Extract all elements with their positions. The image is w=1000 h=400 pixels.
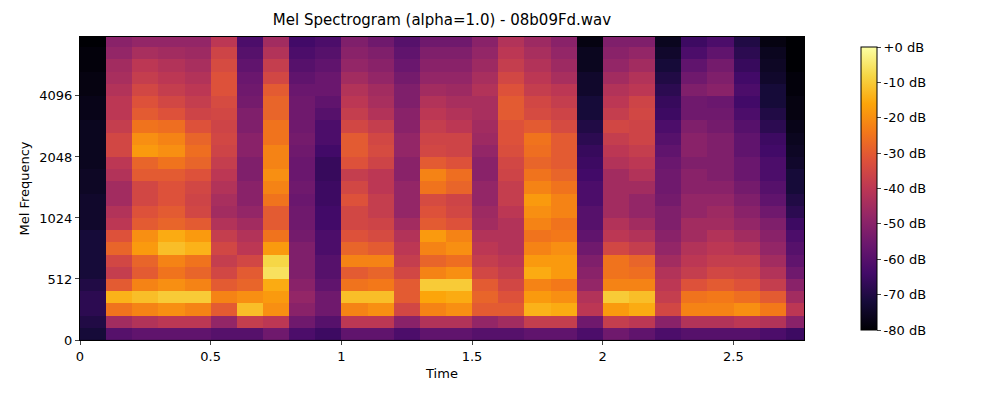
svg-text:Mel Spectrogram (alpha=1.0) -: Mel Spectrogram (alpha=1.0) - 08b09Fd.wa… — [273, 11, 612, 29]
svg-text:-20 dB: -20 dB — [884, 110, 927, 125]
svg-text:Mel Frequency: Mel Frequency — [17, 141, 32, 235]
svg-text:-50 dB: -50 dB — [884, 216, 927, 231]
svg-text:1.5: 1.5 — [462, 349, 483, 364]
svg-text:+0 dB: +0 dB — [884, 40, 924, 55]
svg-text:0: 0 — [64, 333, 72, 348]
svg-text:Time: Time — [425, 366, 458, 381]
svg-text:-10 dB: -10 dB — [884, 75, 927, 90]
svg-text:2: 2 — [599, 349, 607, 364]
svg-text:0.5: 0.5 — [200, 349, 221, 364]
svg-text:-70 dB: -70 dB — [884, 287, 927, 302]
svg-text:-40 dB: -40 dB — [884, 181, 927, 196]
svg-text:0: 0 — [76, 349, 84, 364]
svg-text:-30 dB: -30 dB — [884, 146, 927, 161]
svg-text:-60 dB: -60 dB — [884, 252, 927, 267]
svg-text:2.5: 2.5 — [723, 349, 744, 364]
svg-text:1: 1 — [337, 349, 345, 364]
svg-text:-80 dB: -80 dB — [884, 323, 927, 338]
svg-text:4096: 4096 — [39, 88, 72, 103]
svg-text:512: 512 — [48, 272, 73, 287]
svg-text:1024: 1024 — [39, 211, 72, 226]
svg-text:2048: 2048 — [39, 150, 72, 165]
